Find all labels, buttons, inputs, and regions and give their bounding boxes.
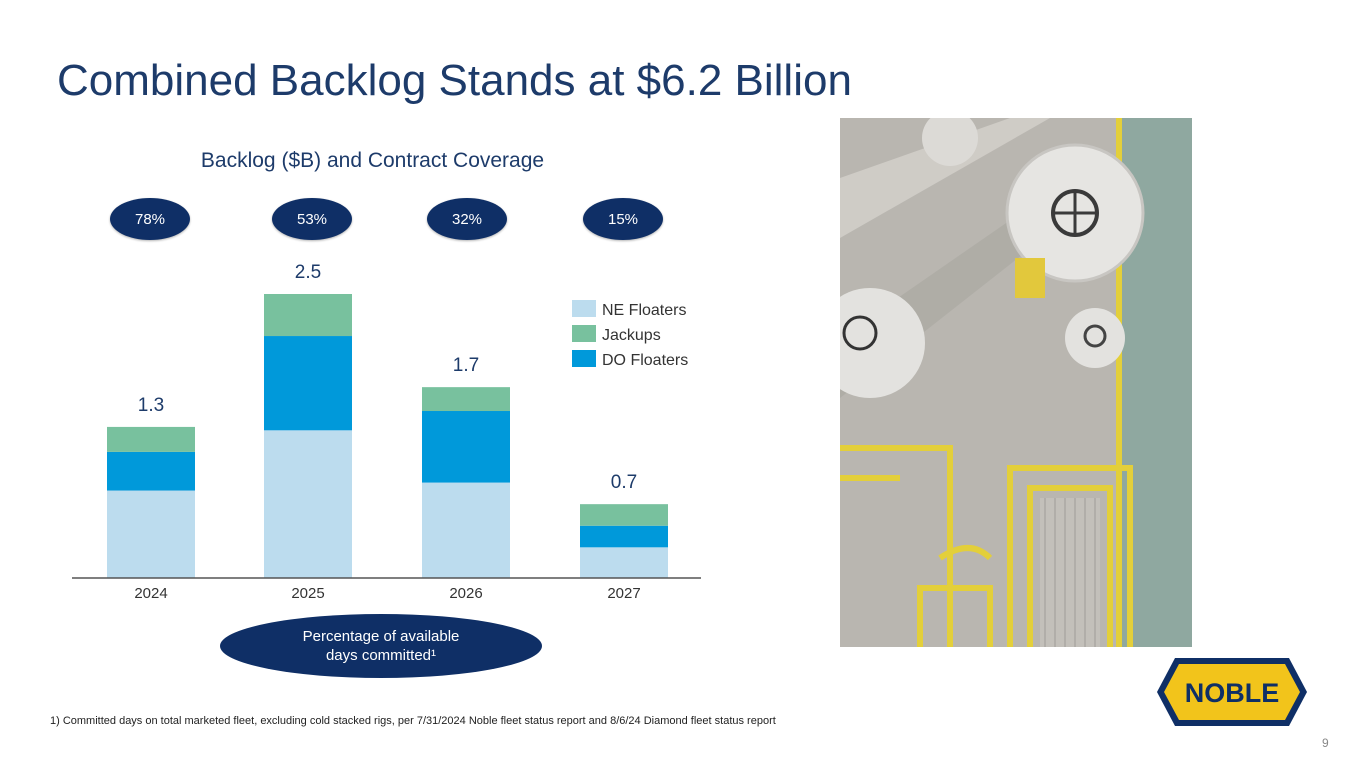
- bar-2024-do-floaters: [107, 451, 195, 491]
- rig-deck-photo: [840, 118, 1192, 647]
- bar-2025-jackups: [264, 294, 352, 337]
- bar-2025-ne-floaters: [264, 430, 352, 578]
- legend-label-do-floaters: DO Floaters: [602, 352, 688, 369]
- logo-text: NOBLE: [1185, 678, 1280, 708]
- x-tick-label-2027: 2027: [607, 585, 640, 602]
- legend-swatch-jackups: [572, 325, 596, 342]
- x-tick-label-2025: 2025: [291, 585, 324, 602]
- chart-title: Backlog ($B) and Contract Coverage: [200, 149, 545, 172]
- bar-2027-ne-floaters: [580, 547, 668, 578]
- coverage-pill-2027: 15%: [583, 198, 663, 240]
- total-label-2026: 1.7: [453, 355, 479, 376]
- legend-swatch-ne-floaters: [572, 300, 596, 317]
- bar-2026-do-floaters: [422, 411, 510, 483]
- commitment-callout-line2: days committed¹: [325, 647, 437, 664]
- total-label-2024: 1.3: [138, 395, 164, 416]
- legend-label-ne-floaters: NE Floaters: [602, 302, 686, 319]
- coverage-pill-2026: 32%: [427, 198, 507, 240]
- coverage-pill-2024: 78%: [110, 198, 190, 240]
- page-number: 9: [1322, 736, 1329, 750]
- bar-2027-do-floaters: [580, 525, 668, 548]
- backlog-chart: 1.3 2024 2.5 2025 1.7 2026 0.7 2027 NE Floaters J…: [72, 262, 701, 602]
- commitment-callout: Percentage of available days committed¹: [220, 614, 542, 678]
- legend-swatch-do-floaters: [572, 350, 596, 367]
- total-label-2027: 0.7: [611, 472, 637, 493]
- bar-2024-ne-floaters: [107, 490, 195, 578]
- bar-2024-jackups: [107, 426, 195, 452]
- x-tick-label-2026: 2026: [449, 585, 482, 602]
- page-title: Combined Backlog Stands at $6.2 Billion: [57, 56, 852, 105]
- total-label-2025: 2.5: [295, 262, 321, 283]
- coverage-pill-2025: 53%: [272, 198, 352, 240]
- bar-2027-jackups: [580, 504, 668, 526]
- legend-label-jackups: Jackups: [602, 327, 661, 344]
- bar-2026-jackups: [422, 387, 510, 412]
- commitment-callout-line1: Percentage of available: [302, 628, 460, 645]
- x-tick-label-2024: 2024: [134, 585, 167, 602]
- bar-2025-do-floaters: [264, 336, 352, 431]
- noble-logo: NOBLE: [1155, 655, 1309, 729]
- bar-2026-ne-floaters: [422, 482, 510, 578]
- footnote: 1) Committed days on total marketed flee…: [50, 715, 776, 727]
